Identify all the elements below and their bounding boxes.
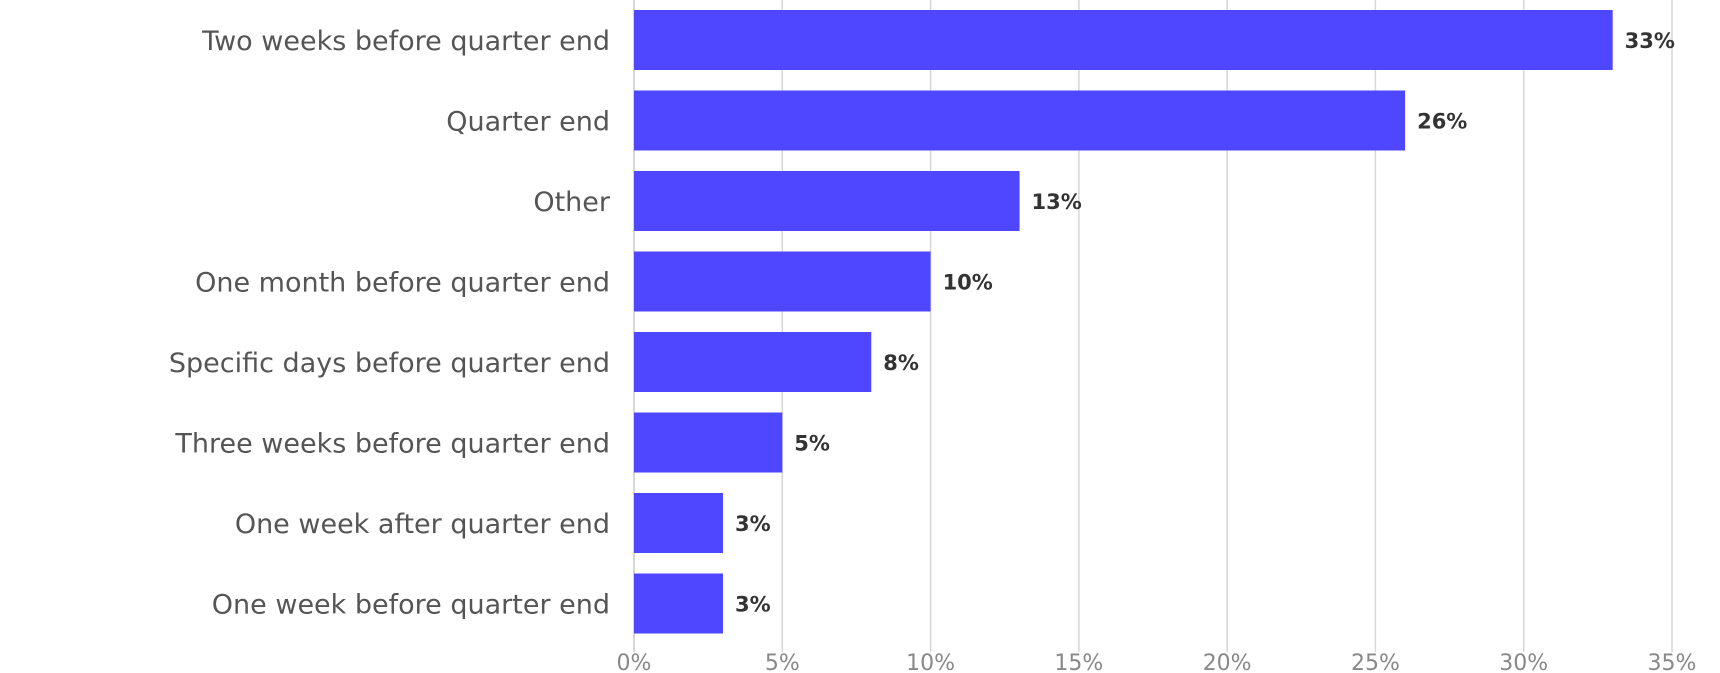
x-axis-ticks: 0% 5% 10% 15% 20% 25% 30% 35% <box>617 651 1697 673</box>
category-label-three-weeks-before-quarter-end: Three weeks before quarter end <box>174 429 610 460</box>
category-label-specific-days-before-quarter-end: Specific days before quarter end <box>169 348 610 379</box>
value-label-one-month-before-quarter-end: 10% <box>943 271 993 295</box>
bar-other <box>634 171 1020 231</box>
bar-one-week-before-quarter-end <box>634 573 723 634</box>
x-tick-label-25pct: 25% <box>1351 651 1400 673</box>
category-labels: Two weeks before quarter end Quarter end O… <box>169 26 611 621</box>
x-tick-label-5pct: 5% <box>765 651 800 673</box>
bars <box>634 10 1613 634</box>
value-label-three-weeks-before-quarter-end: 5% <box>794 432 830 456</box>
bar-specific-days-before-quarter-end <box>634 332 872 392</box>
bar-two-weeks-before-quarter-end <box>634 10 1613 70</box>
value-label-quarter-end: 26% <box>1417 110 1467 134</box>
value-label-one-week-after-quarter-end: 3% <box>735 512 771 536</box>
category-label-other: Other <box>533 187 611 218</box>
bar-quarter-end <box>634 90 1406 151</box>
category-label-two-weeks-before-quarter-end: Two weeks before quarter end <box>201 26 610 57</box>
x-tick-label-15pct: 15% <box>1054 651 1103 673</box>
value-label-other: 13% <box>1032 190 1082 214</box>
bar-one-month-before-quarter-end <box>634 251 931 312</box>
x-tick-label-0pct: 0% <box>617 651 652 673</box>
x-tick-label-35pct: 35% <box>1648 651 1697 673</box>
x-tick-label-30pct: 30% <box>1499 651 1548 673</box>
x-tick-label-10pct: 10% <box>906 651 955 673</box>
value-label-one-week-before-quarter-end: 3% <box>735 593 771 617</box>
value-labels: 33% 26% 13% 10% 8% 5% 3% 3% <box>735 29 1675 617</box>
bar-one-week-after-quarter-end <box>634 493 723 553</box>
category-label-one-month-before-quarter-end: One month before quarter end <box>195 268 610 299</box>
value-label-two-weeks-before-quarter-end: 33% <box>1625 29 1675 53</box>
category-label-quarter-end: Quarter end <box>446 107 610 138</box>
category-label-one-week-before-quarter-end: One week before quarter end <box>212 590 610 621</box>
bar-three-weeks-before-quarter-end <box>634 412 783 473</box>
value-label-specific-days-before-quarter-end: 8% <box>883 351 919 375</box>
x-tick-label-20pct: 20% <box>1203 651 1252 673</box>
category-label-one-week-after-quarter-end: One week after quarter end <box>235 509 610 540</box>
